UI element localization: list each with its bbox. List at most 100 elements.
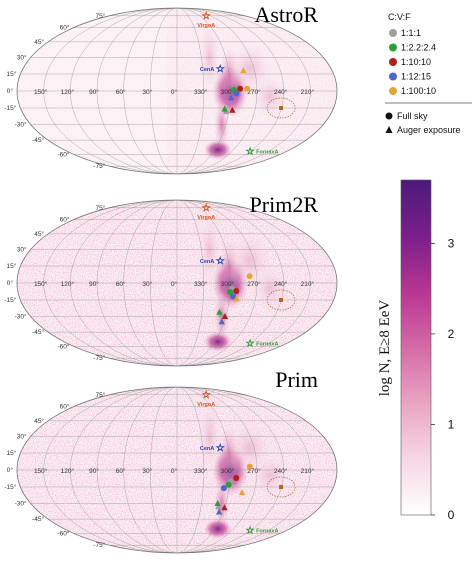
- skymap-panel-prim: 150° 120° 90° 60° 30° 0° 330° 300° 270° 240° 210° 7…: [4, 367, 338, 554]
- lon-tick-label: 300°: [221, 467, 235, 475]
- lat-tick-label: 75°: [95, 204, 105, 212]
- lat-tick-label: 0°: [7, 466, 14, 474]
- source-star-cena: ☆: [216, 256, 225, 267]
- skymap-panel-prim2r: 150° 120° 90° 60° 30° 0° 330° 300° 270° 240° 210° 7…: [4, 192, 338, 367]
- point-fullsky: [233, 474, 240, 481]
- source-label-virgoa: VirgoA: [197, 215, 215, 221]
- source-label-fornaxa: FornaxA: [256, 149, 278, 155]
- lat-tick-label: 15°: [7, 449, 17, 457]
- source-label-virgoa: VirgoA: [197, 402, 215, 408]
- point-auger: [238, 489, 246, 496]
- sky-border: [16, 7, 338, 175]
- lat-tick-label: -15°: [4, 104, 16, 112]
- legend-title: C:V:F: [388, 12, 411, 22]
- legend-swatch: [389, 43, 397, 52]
- colorbar-label: log N, E≥8 EeV: [377, 300, 393, 397]
- lon-tick-label: 270°: [247, 88, 261, 96]
- colorbar-tick-label: 0: [448, 508, 455, 522]
- lon-tick-label: 240°: [274, 280, 288, 288]
- lat-tick-label: -45°: [32, 515, 44, 523]
- legend-marker-triangle: [385, 126, 393, 133]
- point-fullsky: [233, 287, 240, 294]
- source-star-fornaxa: ☆: [246, 146, 255, 157]
- lon-tick-label: 120°: [61, 467, 75, 475]
- lat-tick-label: 15°: [7, 70, 17, 78]
- legend-label: 1:100:10: [401, 86, 436, 96]
- lon-tick-label: 60°: [116, 88, 126, 96]
- lat-tick-label: 30°: [17, 432, 27, 440]
- point-fullsky: [233, 90, 240, 97]
- region-outline: [266, 97, 296, 119]
- lon-tick-label: 210°: [301, 280, 315, 288]
- source-star-virgoa: ☆: [202, 11, 211, 22]
- lon-tick-label: 90°: [89, 280, 99, 288]
- lon-tick-label: 150°: [34, 467, 48, 475]
- lat-tick-label: 75°: [95, 391, 105, 399]
- lat-tick-label: -30°: [15, 313, 27, 321]
- colorbar-tick-label: 1: [448, 417, 455, 431]
- point-auger: [215, 508, 223, 515]
- source-label-virgoa: VirgoA: [197, 23, 215, 29]
- region-marker: [279, 297, 284, 302]
- source-star-fornaxa: ☆: [246, 525, 255, 536]
- point-fullsky: [227, 289, 234, 296]
- region-outline: [266, 476, 296, 498]
- lon-tick-label: 120°: [61, 88, 75, 96]
- legend-marker-label: Full sky: [397, 111, 428, 121]
- point-auger: [240, 67, 247, 74]
- lon-tick-label: 60°: [116, 280, 126, 288]
- lon-tick-label: 90°: [89, 467, 99, 475]
- legend: C:V:F 1:1:1 1:2.2:2.4 1:10:10 1:12:15 1:100:1…: [385, 12, 472, 135]
- colorbar: 0 1 2 3 log N, E≥8 EeV: [377, 179, 455, 522]
- lon-tick-label: 210°: [301, 88, 315, 96]
- source-label-cena: CenA: [200, 67, 214, 73]
- lon-tick-label: 0°: [171, 280, 178, 288]
- point-auger: [221, 313, 229, 320]
- lon-tick-label: 90°: [89, 88, 99, 96]
- legend-marker-label: Auger exposure: [397, 125, 461, 135]
- colorbar-gradient: [400, 179, 432, 516]
- lat-tick-label: 75°: [95, 12, 105, 20]
- point-auger: [221, 504, 228, 511]
- lon-tick-label: 240°: [274, 88, 288, 96]
- lat-tick-label: -30°: [15, 500, 27, 508]
- point-fullsky: [246, 273, 253, 280]
- lon-tick-label: 150°: [34, 88, 48, 96]
- source-label-cena: CenA: [200, 446, 214, 452]
- lat-tick-label: -15°: [4, 296, 16, 304]
- lat-tick-label: 45°: [34, 38, 44, 46]
- colorbar-tick-label: 3: [448, 236, 455, 250]
- lon-tick-label: 270°: [247, 467, 261, 475]
- lon-tick-label: 330°: [194, 467, 208, 475]
- lat-tick-label: -30°: [15, 121, 27, 129]
- point-fullsky: [237, 85, 244, 92]
- source-star-virgoa: ☆: [202, 203, 211, 214]
- lon-tick-label: 120°: [61, 280, 75, 288]
- panel-title: Prim2R: [250, 192, 319, 217]
- lat-tick-label: -45°: [32, 136, 44, 144]
- point-auger: [215, 503, 222, 510]
- source-star-cena: ☆: [216, 443, 225, 454]
- source-label-fornaxa: FornaxA: [256, 528, 278, 534]
- point-auger: [218, 318, 225, 325]
- lon-tick-label: 30°: [142, 467, 152, 475]
- lon-tick-label: 300°: [221, 88, 235, 96]
- lon-tick-label: 240°: [274, 467, 288, 475]
- graticule: [17, 8, 337, 174]
- panel-title: AstroR: [254, 2, 318, 27]
- legend-swatch: [389, 58, 397, 66]
- point-auger: [229, 106, 236, 113]
- lat-tick-label: 45°: [34, 417, 44, 425]
- lon-tick-label: 150°: [34, 280, 48, 288]
- sky-border: [16, 199, 338, 367]
- source-star-virgoa: ☆: [202, 390, 211, 401]
- lon-tick-label: 30°: [142, 88, 152, 96]
- lat-tick-label: 0°: [7, 279, 14, 287]
- sky-border: [16, 386, 338, 554]
- colorbar-tick-label: 2: [448, 327, 455, 341]
- lat-tick-label: -60°: [57, 529, 69, 537]
- lat-tick-label: 60°: [60, 24, 70, 32]
- lat-tick-label: -75°: [93, 354, 105, 362]
- source-star-cena: ☆: [216, 64, 225, 75]
